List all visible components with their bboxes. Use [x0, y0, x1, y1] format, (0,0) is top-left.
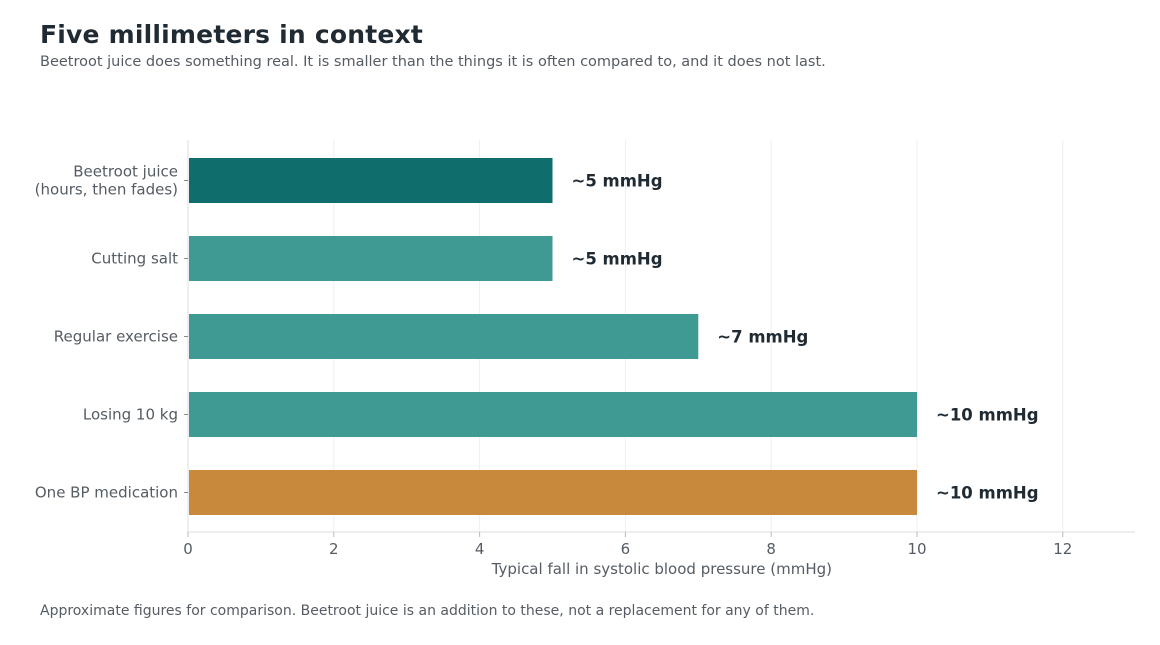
value-label: ~10 mmHg: [936, 484, 1039, 503]
x-axis-title: Typical fall in systolic blood pressure …: [491, 560, 832, 578]
category-label-line: (hours, then fades): [35, 181, 178, 199]
x-tick-label: 12: [1053, 540, 1072, 558]
bars: [189, 158, 917, 515]
bar: [189, 470, 917, 515]
x-tick-label: 4: [475, 540, 485, 558]
x-tick-label: 6: [621, 540, 631, 558]
chart-footnote: Approximate figures for comparison. Beet…: [40, 603, 815, 619]
bar: [189, 392, 917, 437]
category-label-line: One BP medication: [35, 484, 178, 502]
x-tick-label: 2: [329, 540, 339, 558]
value-label: ~5 mmHg: [572, 172, 663, 191]
category-label-line: Beetroot juice: [73, 163, 178, 181]
chart-title: Five millimeters in context: [40, 20, 423, 49]
category-label-line: Cutting salt: [91, 250, 178, 268]
category-label-line: Losing 10 kg: [83, 406, 178, 424]
category-label: Losing 10 kg: [83, 406, 178, 424]
axes: [184, 140, 1135, 537]
category-label: Regular exercise: [54, 328, 178, 346]
category-label: One BP medication: [35, 484, 178, 502]
value-label: ~10 mmHg: [936, 406, 1039, 425]
x-tick-label: 8: [766, 540, 776, 558]
x-tick-label: 0: [183, 540, 193, 558]
bar: [189, 314, 699, 359]
bar: [189, 158, 553, 203]
category-label: Beetroot juice (hours, then fades): [35, 163, 178, 199]
category-label-line: Regular exercise: [54, 328, 178, 346]
chart-subtitle: Beetroot juice does something real. It i…: [40, 54, 826, 70]
labels: 0 2 4 6 8 10 12 Typical fall in systolic blood …: [35, 163, 1073, 579]
value-label: ~7 mmHg: [717, 328, 808, 347]
category-label: Cutting salt: [91, 250, 178, 268]
value-label: ~5 mmHg: [572, 250, 663, 269]
x-tick-label: 10: [907, 540, 926, 558]
bar: [189, 236, 553, 281]
